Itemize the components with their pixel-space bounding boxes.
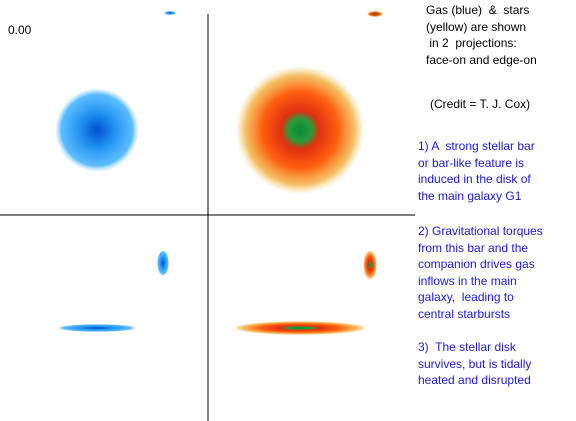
intro-line: face-on and edge-on bbox=[426, 52, 537, 69]
stars-edge-on bbox=[232, 321, 368, 335]
gas-companion-edge bbox=[157, 250, 169, 276]
stars-companion-edge bbox=[363, 250, 377, 280]
gas-face-on bbox=[55, 88, 139, 172]
slide: 0.00 Gas (blue) & stars(yellow) are show… bbox=[0, 0, 576, 421]
point-line: the main galaxy G1 bbox=[418, 188, 535, 205]
intro-line: Gas (blue) & stars bbox=[426, 2, 537, 19]
gas-companion-face bbox=[164, 11, 176, 15]
point-line: central starbursts bbox=[418, 306, 543, 323]
point-line: inflows in the main bbox=[418, 273, 543, 290]
intro: Gas (blue) & stars(yellow) are shown in … bbox=[426, 2, 537, 68]
intro-line: (yellow) are shown bbox=[426, 19, 537, 36]
stars-face-on bbox=[236, 66, 364, 194]
stars-companion-face bbox=[367, 11, 383, 17]
point-line: induced in the disk of bbox=[418, 171, 535, 188]
gas-edge-on bbox=[57, 324, 137, 332]
point-line: survives, but is tidally bbox=[418, 356, 531, 373]
timestamp: 0.00 bbox=[8, 22, 31, 39]
credit: (Credit = T. J. Cox) bbox=[430, 96, 530, 113]
point-line: 1) A strong stellar bar bbox=[418, 138, 535, 155]
point-line: heated and disrupted bbox=[418, 372, 531, 389]
intro-line: in 2 projections: bbox=[426, 35, 537, 52]
point-line: galaxy, leading to bbox=[418, 289, 543, 306]
point-line: 2) Gravitational torques bbox=[418, 223, 543, 240]
point-line: from this bar and the bbox=[418, 240, 543, 257]
point-line: companion drives gas bbox=[418, 256, 543, 273]
point-line: 3) The stellar disk bbox=[418, 339, 531, 356]
point-line: or bar-like feature is bbox=[418, 155, 535, 172]
